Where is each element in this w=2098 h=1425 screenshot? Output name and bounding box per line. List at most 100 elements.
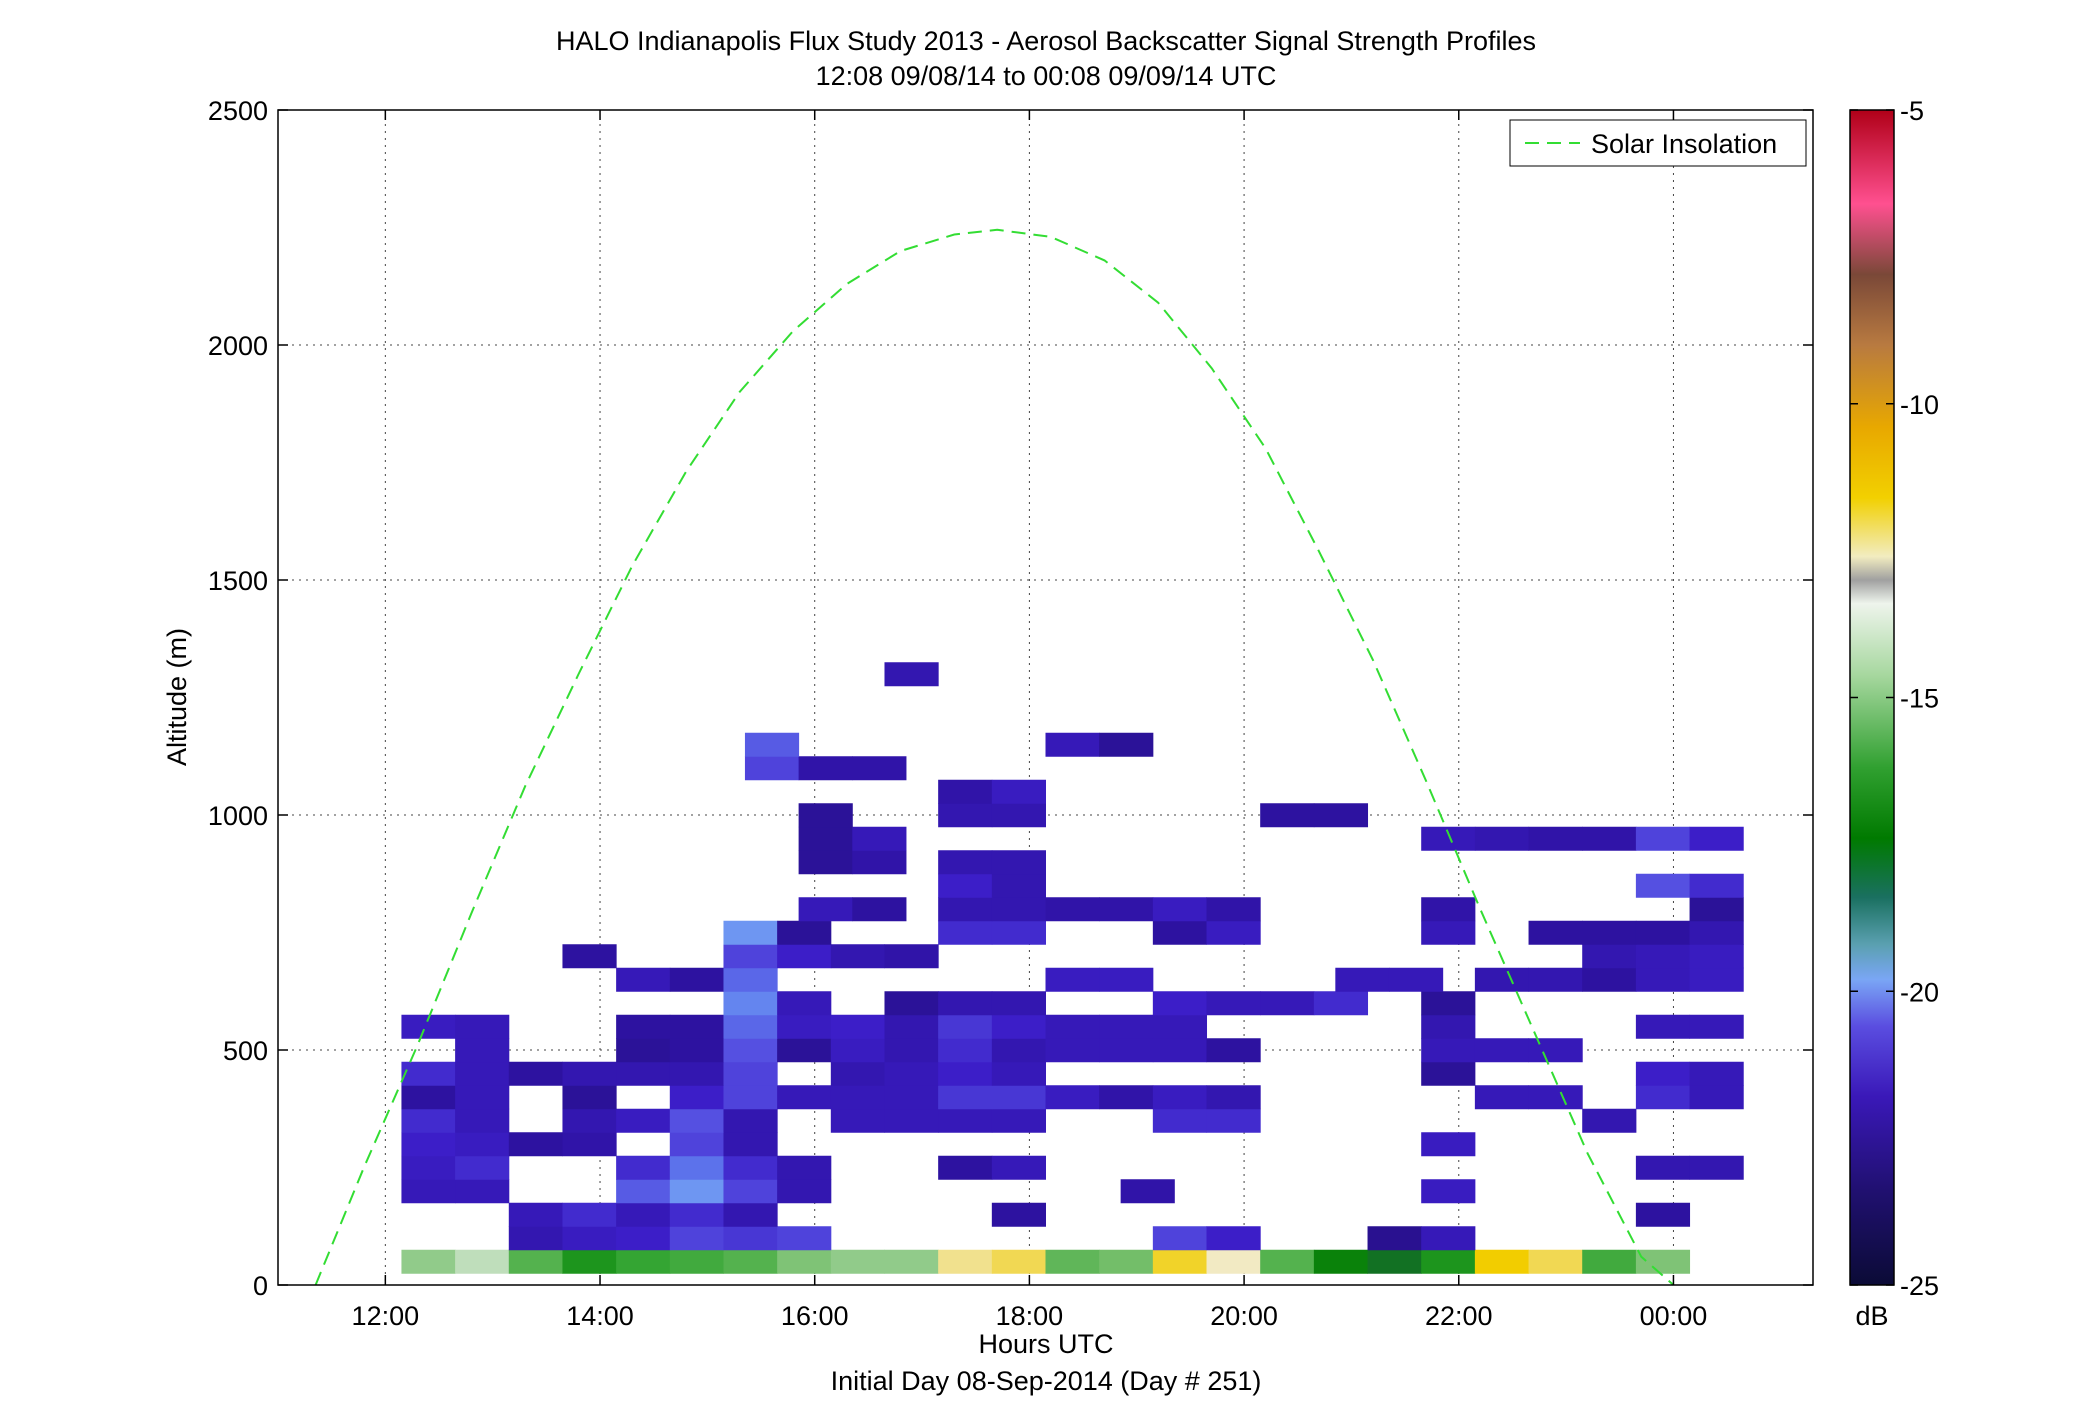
heatmap-cell: [1260, 1249, 1315, 1274]
heatmap-cell: [938, 850, 993, 875]
heatmap-cell: [991, 850, 1046, 875]
heatmap-cell: [777, 944, 832, 969]
heatmap-cell: [991, 897, 1046, 922]
heatmap-cell: [1689, 826, 1744, 851]
heatmap-cell: [1099, 1038, 1154, 1063]
heatmap-cell: [669, 1155, 724, 1180]
heatmap-cell: [1635, 1014, 1691, 1039]
heatmap-cell: [1099, 732, 1154, 757]
heatmap-cell: [852, 850, 907, 875]
heatmap-cell: [562, 1249, 617, 1274]
heatmap-cell: [938, 779, 993, 804]
heatmap-cell: [1582, 1249, 1637, 1274]
heatmap-cell: [1045, 1249, 1100, 1274]
heatmap-cell: [455, 1132, 510, 1157]
heatmap-cell: [1635, 944, 1691, 969]
x-tick-label: 12:00: [352, 1301, 420, 1331]
heatmap-cell: [777, 1155, 832, 1180]
heatmap-cell: [798, 897, 853, 922]
heatmap-cell: [562, 1108, 617, 1133]
chart-title: HALO Indianapolis Flux Study 2013 - Aero…: [556, 26, 1536, 56]
heatmap-cell: [938, 920, 993, 945]
heatmap-cell: [669, 1108, 724, 1133]
heatmap-cell: [1474, 1038, 1530, 1063]
heatmap-cell: [1206, 1038, 1261, 1063]
heatmap-cell: [1335, 967, 1390, 992]
heatmap-cell: [723, 1038, 778, 1063]
heatmap-cell: [884, 1014, 939, 1039]
heatmap-cell: [1528, 1249, 1583, 1274]
heatmap-cell: [991, 1155, 1046, 1180]
heatmap-cell: [1635, 1061, 1691, 1086]
heatmap-cell: [562, 1202, 617, 1227]
heatmap-cell: [884, 1249, 939, 1274]
heatmap-cell: [1206, 1108, 1261, 1133]
y-tick-label: 0: [253, 1271, 268, 1301]
heatmap-cell: [723, 1108, 778, 1133]
heatmap-cell: [1528, 826, 1583, 851]
heatmap-cells: [401, 662, 1744, 1274]
heatmap-cell: [562, 1132, 617, 1157]
heatmap-cell: [777, 1226, 832, 1251]
heatmap-cell: [1367, 1226, 1422, 1251]
heatmap-cell: [723, 1132, 778, 1157]
heatmap-cell: [616, 1014, 671, 1039]
heatmap-cell: [562, 1226, 617, 1251]
heatmap-cell: [669, 1014, 724, 1039]
heatmap-cell: [830, 1061, 885, 1086]
x-tick-label: 20:00: [1210, 1301, 1278, 1331]
heatmap-cell: [1206, 991, 1261, 1016]
heatmap-cell: [938, 1108, 993, 1133]
heatmap-cell: [1099, 967, 1154, 992]
heatmap-cell: [455, 1249, 510, 1274]
heatmap-cell: [1582, 920, 1637, 945]
heatmap-cell: [830, 1038, 885, 1063]
heatmap-cell: [1045, 1038, 1100, 1063]
heatmap-cell: [798, 826, 853, 851]
heatmap-cell: [669, 1132, 724, 1157]
x-tick-label: 00:00: [1640, 1301, 1708, 1331]
x-axis-label: Hours UTC: [978, 1329, 1113, 1359]
heatmap-cell: [508, 1226, 563, 1251]
x-tick-label: 22:00: [1425, 1301, 1493, 1331]
heatmap-cell: [852, 826, 907, 851]
heatmap-cell: [991, 1014, 1046, 1039]
heatmap-cell: [991, 1061, 1046, 1086]
heatmap-cell: [455, 1085, 510, 1110]
heatmap-cell: [616, 1108, 671, 1133]
y-tick-label: 2500: [208, 96, 268, 126]
x-axis-sublabel: Initial Day 08-Sep-2014 (Day # 251): [831, 1366, 1262, 1396]
heatmap-cell: [616, 1038, 671, 1063]
heatmap-cell: [723, 1179, 778, 1204]
colorbar-tick-label: -5: [1900, 96, 1924, 126]
heatmap-cell: [1474, 826, 1530, 851]
heatmap-cell: [723, 1014, 778, 1039]
heatmap-cell: [1152, 1085, 1208, 1110]
heatmap-cell: [723, 1155, 778, 1180]
heatmap-cell: [1152, 1108, 1208, 1133]
heatmap-cell: [1099, 1014, 1154, 1039]
heatmap-cell: [1474, 967, 1530, 992]
heatmap-cell: [1421, 1132, 1476, 1157]
heatmap-cell: [884, 662, 939, 687]
heatmap-cell: [723, 991, 778, 1016]
heatmap-cell: [991, 803, 1046, 828]
plot-area: 12:00 14:00 16:00 18:00 20:00 22:00 00:00 0 500…: [208, 96, 1814, 1331]
heatmap-cell: [1313, 991, 1369, 1016]
colorbar-tick-label: -20: [1900, 977, 1939, 1007]
heatmap-cell: [1421, 826, 1476, 851]
heatmap-cell: [1421, 1226, 1476, 1251]
heatmap-cell: [1421, 920, 1476, 945]
legend-entry-solar-insolation: Solar Insolation: [1591, 129, 1777, 159]
heatmap-cell: [991, 779, 1046, 804]
heatmap-cell: [1635, 1249, 1691, 1274]
heatmap-cell: [1635, 967, 1691, 992]
heatmap-cell: [1313, 1249, 1369, 1274]
heatmap-cell: [1388, 967, 1444, 992]
heatmap-cell: [508, 1249, 563, 1274]
heatmap-cell: [1582, 944, 1637, 969]
colorbar-ticks: -25 -20 -15 -10 -5: [1850, 96, 1939, 1301]
heatmap-cell: [1152, 1038, 1208, 1063]
heatmap-cell: [1152, 1226, 1208, 1251]
heatmap-cell: [938, 1085, 993, 1110]
